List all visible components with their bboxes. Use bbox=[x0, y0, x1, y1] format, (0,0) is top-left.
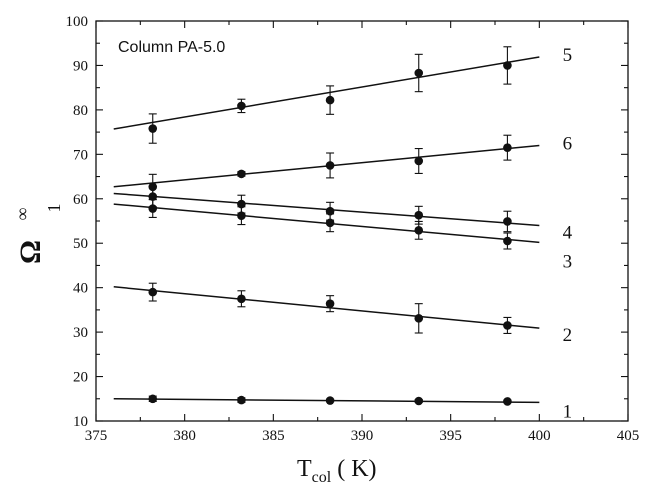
x-tick-label: 380 bbox=[173, 428, 196, 444]
data-point-series-5 bbox=[414, 68, 424, 78]
series-label-3: 3 bbox=[563, 251, 573, 272]
data-point-series-4 bbox=[503, 217, 512, 226]
y-axis-title-main: Ω bbox=[14, 240, 47, 264]
data-point-series-3 bbox=[237, 211, 246, 220]
data-point-series-1 bbox=[503, 397, 512, 406]
series-label-5: 5 bbox=[563, 45, 573, 66]
fit-line-series-5 bbox=[113, 56, 540, 130]
data-points bbox=[148, 61, 512, 406]
x-tick-label: 400 bbox=[528, 428, 551, 444]
x-axis-title: Tcol ( K) bbox=[297, 456, 377, 486]
data-point-series-3 bbox=[325, 218, 335, 228]
data-point-series-3 bbox=[503, 236, 512, 246]
y-tick-label: 30 bbox=[73, 325, 88, 341]
x-axis-title-unit: ( K) bbox=[331, 456, 376, 482]
data-point-series-6 bbox=[325, 161, 335, 170]
x-tick-label: 390 bbox=[351, 428, 374, 444]
y-tick-label: 10 bbox=[73, 414, 88, 430]
y-tick-label: 90 bbox=[73, 58, 88, 74]
y-tick-label: 80 bbox=[73, 103, 88, 119]
y-tick-label: 100 bbox=[66, 14, 89, 30]
ticks: 375 380 385 390 395 400 405 10 20 30 40 50 60 70 80 90 1… bbox=[66, 14, 640, 444]
series-label-6: 6 bbox=[563, 133, 573, 154]
y-tick-label: 40 bbox=[73, 281, 88, 297]
x-axis-title-subscript: col bbox=[312, 469, 332, 486]
series-label-1: 1 bbox=[563, 401, 573, 422]
x-tick-label: 375 bbox=[85, 428, 108, 444]
y-axis-title: Ω 1 ∞ bbox=[12, 204, 64, 265]
data-point-series-1 bbox=[148, 394, 158, 404]
x-tick-label: 385 bbox=[262, 428, 285, 444]
x-tick-label: 405 bbox=[617, 428, 640, 444]
data-point-series-5 bbox=[148, 124, 158, 133]
data-point-series-2 bbox=[325, 299, 335, 308]
data-point-series-6 bbox=[148, 182, 158, 192]
data-point-series-5 bbox=[325, 95, 335, 105]
data-point-series-3 bbox=[414, 226, 424, 235]
data-point-series-4 bbox=[325, 206, 335, 216]
fit-lines bbox=[113, 56, 540, 404]
y-axis-title-superscript: ∞ bbox=[12, 207, 32, 220]
data-point-series-1 bbox=[414, 396, 424, 406]
data-point-series-5 bbox=[503, 61, 512, 70]
data-point-series-1 bbox=[237, 395, 246, 405]
data-point-series-6 bbox=[237, 169, 246, 179]
data-point-series-4 bbox=[148, 192, 158, 201]
y-tick-label: 70 bbox=[73, 147, 88, 163]
data-point-series-3 bbox=[148, 204, 158, 213]
data-point-series-4 bbox=[414, 210, 424, 220]
plot-frame bbox=[95, 20, 629, 422]
data-point-series-2 bbox=[148, 287, 158, 297]
data-point-series-1 bbox=[325, 396, 335, 405]
y-tick-label: 20 bbox=[73, 370, 88, 386]
y-tick-label: 60 bbox=[73, 192, 88, 208]
data-point-series-2 bbox=[237, 294, 246, 304]
data-point-series-4 bbox=[237, 199, 246, 209]
chart-annotation: Column PA-5.0 bbox=[118, 39, 225, 56]
data-point-series-5 bbox=[237, 101, 246, 111]
x-tick-label: 395 bbox=[439, 428, 462, 444]
series-label-2: 2 bbox=[563, 325, 573, 346]
data-point-series-6 bbox=[503, 143, 512, 152]
series-labels: 5 6 4 3 2 1 bbox=[563, 45, 573, 422]
y-axis-title-subscript: 1 bbox=[44, 204, 64, 213]
data-point-series-2 bbox=[503, 321, 512, 330]
data-point-series-6 bbox=[414, 156, 424, 166]
axes bbox=[95, 20, 629, 422]
y-tick-label: 50 bbox=[73, 236, 88, 252]
data-point-series-2 bbox=[414, 314, 424, 323]
series-label-4: 4 bbox=[563, 222, 573, 243]
x-axis-title-main: T bbox=[297, 456, 312, 482]
fit-line-series-2 bbox=[113, 286, 540, 329]
